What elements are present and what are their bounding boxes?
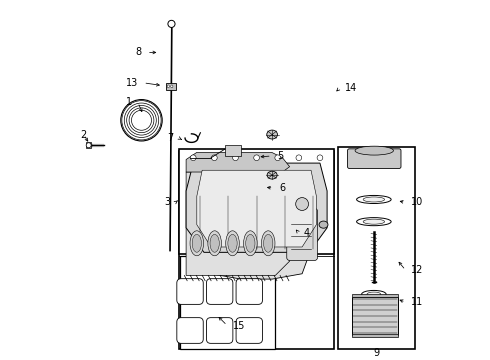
Ellipse shape xyxy=(357,195,391,203)
Bar xyxy=(86,143,91,148)
Circle shape xyxy=(191,155,196,161)
FancyBboxPatch shape xyxy=(347,149,401,168)
Ellipse shape xyxy=(192,234,201,252)
Text: 6: 6 xyxy=(279,183,285,193)
Bar xyxy=(180,256,274,349)
Circle shape xyxy=(168,20,175,27)
Ellipse shape xyxy=(362,291,386,298)
Ellipse shape xyxy=(355,146,393,155)
Text: 14: 14 xyxy=(345,83,357,93)
FancyBboxPatch shape xyxy=(236,318,263,343)
Text: 13: 13 xyxy=(125,78,138,88)
FancyBboxPatch shape xyxy=(287,208,318,260)
Text: 3: 3 xyxy=(164,197,170,207)
FancyBboxPatch shape xyxy=(236,279,263,304)
Text: 1: 1 xyxy=(126,98,133,107)
Circle shape xyxy=(86,143,91,148)
Ellipse shape xyxy=(262,231,275,256)
Bar xyxy=(338,147,415,349)
Circle shape xyxy=(317,155,323,161)
Text: 15: 15 xyxy=(233,320,245,330)
Ellipse shape xyxy=(244,231,257,256)
Text: 12: 12 xyxy=(411,265,423,275)
Ellipse shape xyxy=(357,218,391,226)
Text: 8: 8 xyxy=(135,48,142,58)
Circle shape xyxy=(275,155,281,161)
Bar xyxy=(352,297,398,334)
Text: 9: 9 xyxy=(373,348,379,358)
Ellipse shape xyxy=(167,85,170,88)
Bar xyxy=(225,145,242,156)
Polygon shape xyxy=(186,167,290,275)
Text: 2: 2 xyxy=(80,130,87,140)
Text: 7: 7 xyxy=(168,133,173,143)
Ellipse shape xyxy=(208,231,221,256)
Bar xyxy=(179,149,334,254)
FancyBboxPatch shape xyxy=(206,318,233,343)
FancyBboxPatch shape xyxy=(206,279,233,304)
Circle shape xyxy=(296,155,302,161)
Circle shape xyxy=(295,198,309,211)
Bar xyxy=(179,150,334,349)
Bar xyxy=(352,334,398,337)
FancyBboxPatch shape xyxy=(177,318,203,343)
Ellipse shape xyxy=(245,234,255,252)
Text: 11: 11 xyxy=(411,297,423,307)
Ellipse shape xyxy=(171,85,173,88)
Text: 10: 10 xyxy=(411,197,423,207)
Ellipse shape xyxy=(190,231,204,256)
Ellipse shape xyxy=(267,171,277,179)
Polygon shape xyxy=(204,254,309,279)
Ellipse shape xyxy=(319,221,328,228)
Circle shape xyxy=(233,155,238,161)
Ellipse shape xyxy=(363,219,385,224)
Polygon shape xyxy=(186,152,290,172)
Ellipse shape xyxy=(264,234,273,252)
Bar xyxy=(166,83,176,90)
Circle shape xyxy=(254,155,260,161)
Ellipse shape xyxy=(367,292,381,297)
Bar xyxy=(352,294,398,297)
Ellipse shape xyxy=(210,234,220,252)
FancyBboxPatch shape xyxy=(177,279,203,304)
Ellipse shape xyxy=(228,234,237,252)
Text: 5: 5 xyxy=(277,151,283,161)
Polygon shape xyxy=(186,163,327,252)
Ellipse shape xyxy=(226,231,239,256)
Ellipse shape xyxy=(363,197,385,202)
Polygon shape xyxy=(197,170,317,247)
Ellipse shape xyxy=(267,130,277,139)
Circle shape xyxy=(212,155,217,161)
Text: 4: 4 xyxy=(304,228,310,238)
